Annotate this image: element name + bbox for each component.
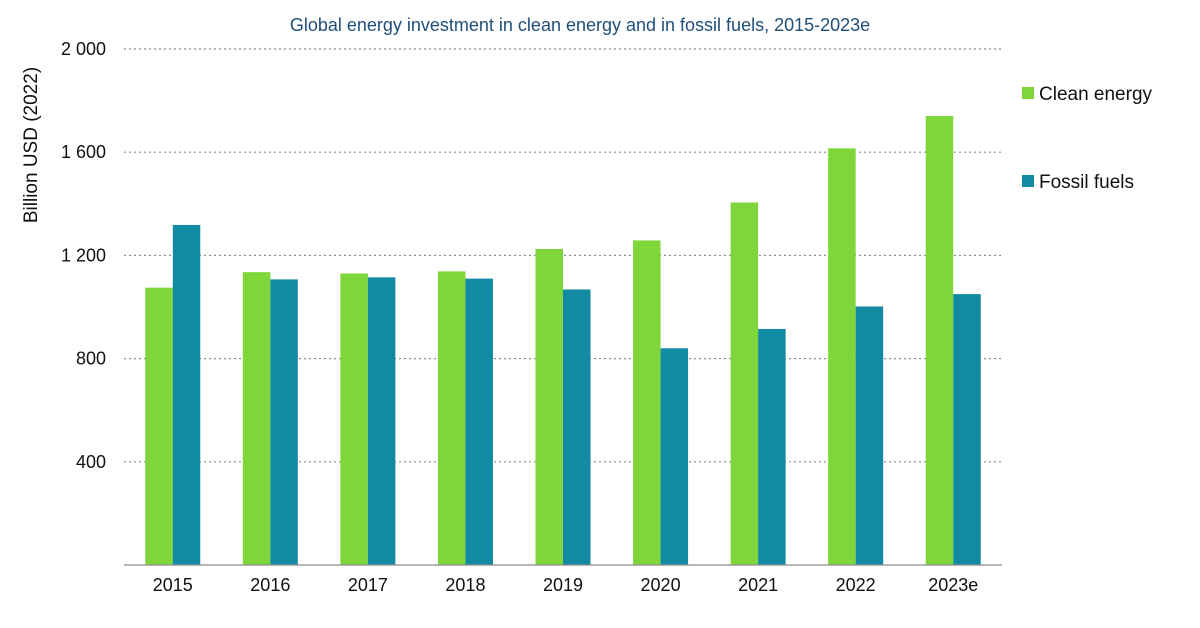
fossil-fuels-bar-2019 [563, 289, 591, 565]
legend-label: Fossil fuels [1039, 172, 1134, 193]
fossil-fuels-bar-2015 [172, 224, 201, 565]
y-axis-label: Billion USD (2022) [21, 67, 42, 223]
y-tick-label: 1 200 [61, 245, 106, 265]
x-tick-label: 2022 [836, 575, 876, 595]
legend-swatch [1022, 175, 1034, 187]
clean-energy-bar-2021 [730, 202, 759, 565]
clean-energy-bar-2018 [437, 271, 466, 565]
x-tick-label: 2017 [348, 575, 388, 595]
y-tick-label: 1 600 [61, 142, 106, 162]
x-tick-label: 2016 [250, 575, 290, 595]
y-tick-label: 400 [76, 452, 106, 472]
fossil-fuels-bar-2016 [270, 279, 298, 565]
clean-energy-bar-2017 [340, 273, 368, 565]
x-axis-ticks: 2015 2016 2017 2018 2019 2020 2021 2022 2023e [153, 575, 978, 595]
fossil-fuels-bar-2023e [953, 294, 981, 565]
x-tick-label: 2015 [153, 575, 193, 595]
x-tick-label: 2023e [928, 575, 978, 595]
clean-energy-bar-2022 [828, 148, 856, 565]
fossil-fuels-bar-2017 [367, 277, 396, 565]
clean-energy-bar-2020 [633, 240, 661, 565]
y-tick-label: 800 [76, 349, 106, 369]
fossil-fuels-bar-2022 [855, 306, 884, 565]
chart-title: Global energy investment in clean energy… [290, 15, 870, 35]
x-tick-label: 2019 [543, 575, 583, 595]
legend-label: Clean energy [1039, 84, 1153, 105]
x-tick-label: 2021 [738, 575, 778, 595]
clean-energy-bar-2016 [242, 272, 271, 565]
clean-energy-bar-2019 [535, 248, 563, 565]
clean-energy-bar-2015 [145, 287, 173, 565]
legend: Clean energy Fossil fuels [1022, 84, 1153, 193]
fossil-fuels-bar-2021 [758, 328, 786, 565]
legend-swatch [1022, 87, 1034, 99]
x-tick-label: 2018 [445, 575, 485, 595]
y-axis-ticks: 400 800 1 200 1 600 2 000 [61, 39, 106, 472]
fossil-fuels-bar-2018 [465, 278, 493, 565]
bars [145, 116, 981, 565]
fossil-fuels-bar-2020 [660, 348, 689, 565]
clean-energy-bar-2023e [925, 116, 954, 565]
x-tick-label: 2020 [641, 575, 681, 595]
y-tick-label: 2 000 [61, 39, 106, 59]
